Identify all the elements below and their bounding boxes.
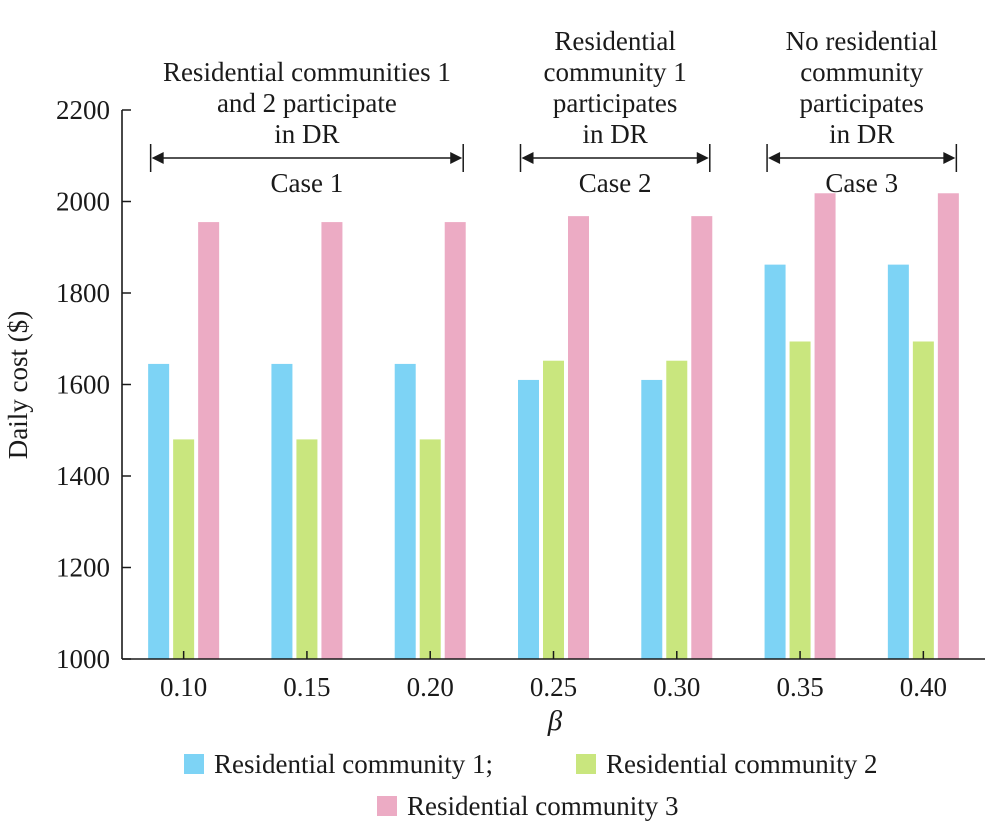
y-tick-label: 1200: [56, 553, 110, 583]
case-1-description-line: and 2 participate: [217, 88, 397, 118]
x-tick-label: 0.15: [283, 672, 330, 702]
x-axis-ticks: 0.10 0.15 0.20 0.25 0.30 0.35 0.40: [160, 651, 947, 702]
case-3-arrow-right-head: [943, 152, 956, 164]
bar-series-2: [912, 341, 934, 659]
case-1-description-line: Residential communities 1: [163, 57, 451, 87]
bars: [148, 193, 959, 659]
bar-series-2: [666, 360, 688, 659]
case-3-label: Case 3: [825, 168, 898, 198]
case-2-description-line: community 1: [544, 57, 687, 87]
case-2-label: Case 2: [579, 168, 652, 198]
y-axis-ticks: 1000 1200 1400 1600 1800 2000 2200: [56, 95, 131, 674]
bar-series-1: [764, 264, 786, 659]
y-tick-label: 1800: [56, 278, 110, 308]
x-tick-label: 0.20: [407, 672, 454, 702]
case-2-description-line: Residential: [554, 26, 675, 56]
bar-series-2: [543, 360, 564, 659]
x-tick-label: 0.40: [900, 672, 947, 702]
legend-swatch-3: [377, 796, 397, 816]
y-tick-label: 2000: [56, 187, 110, 217]
case-1-arrow-right-head: [450, 152, 463, 164]
x-tick-label: 0.10: [160, 672, 207, 702]
bar-series-3: [321, 222, 343, 659]
y-tick-label: 1000: [56, 644, 110, 674]
case-3-arrow-left-head: [768, 152, 781, 164]
case-1-description-line: in DR: [274, 119, 339, 149]
legend: Residential community 1; Residential comm…: [184, 749, 877, 821]
bar-series-1: [148, 363, 170, 659]
case-2-arrow-right-head: [696, 152, 709, 164]
y-tick-label: 2200: [56, 95, 110, 125]
bar-series-2: [296, 439, 318, 659]
legend-swatch-2: [576, 754, 596, 774]
legend-swatch-1: [184, 754, 204, 774]
y-tick-label: 1400: [56, 461, 110, 491]
case-1-arrow-left-head: [151, 152, 164, 164]
bar-series-1: [518, 379, 539, 659]
x-axis-label: β: [547, 705, 563, 737]
legend-label-3: Residential community 3: [407, 791, 678, 821]
case-2-description-line: participates: [553, 88, 677, 118]
case-2-arrow-left-head: [521, 152, 534, 164]
bar-series-1: [641, 379, 663, 659]
y-tick-label: 1600: [56, 370, 110, 400]
bar-series-3: [691, 216, 713, 659]
bar-series-1: [887, 264, 909, 659]
bar-series-3: [937, 193, 959, 659]
case-2-description-line: in DR: [583, 119, 648, 149]
bar-series-1: [394, 363, 416, 659]
case-3-description-line: No residential: [786, 26, 938, 56]
case-3-description-line: participates: [799, 88, 923, 118]
bar-series-2: [419, 439, 441, 659]
legend-label-1: Residential community 1;: [214, 749, 493, 779]
bar-series-2: [789, 341, 811, 659]
y-axis-label: Daily cost ($): [3, 311, 33, 459]
bar-series-1: [271, 363, 293, 659]
case-3-description-line: in DR: [829, 119, 894, 149]
bar-series-3: [814, 193, 836, 659]
legend-label-2: Residential community 2: [606, 749, 877, 779]
bar-series-2: [173, 439, 195, 659]
x-tick-label: 0.30: [653, 672, 700, 702]
bar-series-3: [568, 216, 589, 659]
bar-series-3: [198, 222, 220, 659]
x-tick-label: 0.25: [530, 672, 577, 702]
bar-series-3: [444, 222, 466, 659]
case-1-label: Case 1: [271, 168, 344, 198]
x-tick-label: 0.35: [776, 672, 823, 702]
case-3-description-line: community: [800, 57, 923, 87]
